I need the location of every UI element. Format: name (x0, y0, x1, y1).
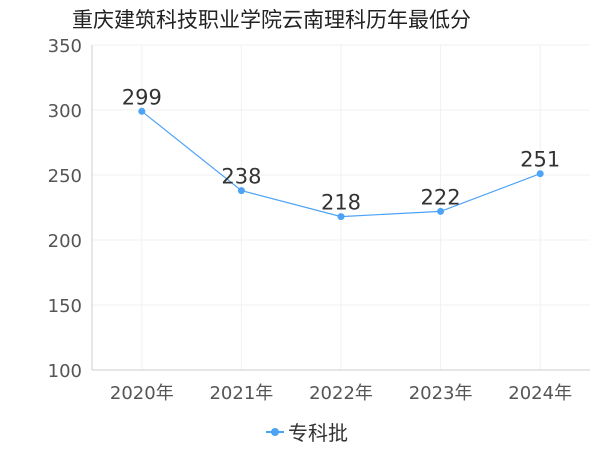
x-tick-label: 2021年 (209, 383, 273, 404)
chart-title: 重庆建筑科技职业学院云南理科历年最低分 (72, 8, 471, 32)
legend-item[interactable]: 专科批 (266, 417, 348, 446)
y-tick-label: 300 (48, 101, 82, 122)
y-tick-label: 150 (48, 296, 82, 317)
data-label: 299 (122, 85, 162, 109)
x-tick-label: 2023年 (409, 383, 473, 404)
y-tick-label: 350 (48, 36, 82, 57)
x-tick-label: 2020年 (110, 383, 174, 404)
legend-marker-icon (266, 426, 284, 438)
data-point (437, 207, 445, 215)
y-tick-label: 250 (48, 166, 82, 187)
data-point (337, 213, 345, 221)
data-point (138, 107, 146, 115)
data-label: 222 (421, 185, 461, 209)
data-point (536, 170, 544, 178)
y-tick-label: 200 (48, 231, 82, 252)
legend: 专科批 (0, 417, 600, 446)
x-tick-label: 2022年 (309, 383, 373, 404)
data-label: 251 (520, 148, 560, 172)
data-label: 238 (221, 165, 261, 189)
x-tick-label: 2024年 (508, 383, 572, 404)
data-point (237, 187, 245, 195)
y-tick-label: 100 (48, 361, 82, 382)
data-label: 218 (321, 191, 361, 215)
legend-label: 专科批 (288, 421, 348, 445)
